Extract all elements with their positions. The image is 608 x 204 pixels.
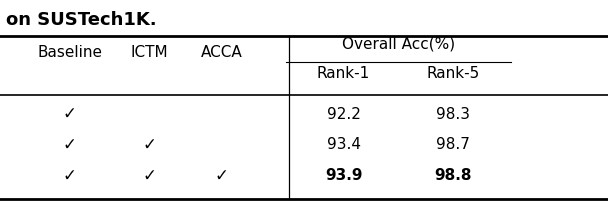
Text: ✓: ✓ xyxy=(142,136,156,154)
Text: Rank-5: Rank-5 xyxy=(426,66,480,81)
Text: Baseline: Baseline xyxy=(38,44,102,60)
Text: 98.3: 98.3 xyxy=(436,107,470,122)
Text: 92.2: 92.2 xyxy=(326,107,361,122)
Text: Rank-1: Rank-1 xyxy=(317,66,370,81)
Text: Overall Acc(%): Overall Acc(%) xyxy=(342,36,455,51)
Text: ✓: ✓ xyxy=(142,166,156,184)
Text: ✓: ✓ xyxy=(63,105,77,123)
Text: ICTM: ICTM xyxy=(130,44,168,60)
Text: 98.8: 98.8 xyxy=(434,168,472,183)
Text: ✓: ✓ xyxy=(215,166,229,184)
Text: ✓: ✓ xyxy=(63,136,77,154)
Text: ACCA: ACCA xyxy=(201,44,243,60)
Text: on SUSTech1K.: on SUSTech1K. xyxy=(6,11,157,29)
Text: 98.7: 98.7 xyxy=(436,137,470,152)
Text: 93.9: 93.9 xyxy=(325,168,362,183)
Text: 93.4: 93.4 xyxy=(326,137,361,152)
Text: ✓: ✓ xyxy=(63,166,77,184)
